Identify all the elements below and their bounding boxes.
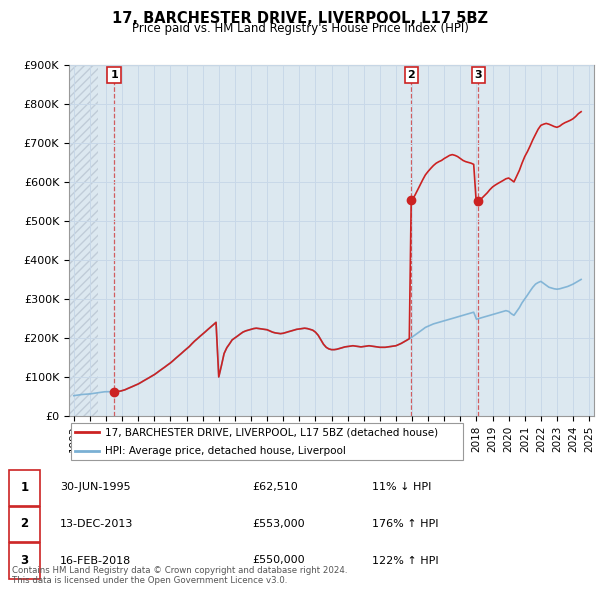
Text: 2: 2 xyxy=(407,70,415,80)
FancyBboxPatch shape xyxy=(71,423,463,460)
Text: Contains HM Land Registry data © Crown copyright and database right 2024.
This d: Contains HM Land Registry data © Crown c… xyxy=(12,566,347,585)
Text: £550,000: £550,000 xyxy=(252,556,305,565)
Text: 13-DEC-2013: 13-DEC-2013 xyxy=(60,519,133,529)
Bar xyxy=(69,65,98,416)
Text: 176% ↑ HPI: 176% ↑ HPI xyxy=(372,519,439,529)
Text: £62,510: £62,510 xyxy=(252,483,298,492)
Text: 122% ↑ HPI: 122% ↑ HPI xyxy=(372,556,439,565)
Text: 17, BARCHESTER DRIVE, LIVERPOOL, L17 5BZ (detached house): 17, BARCHESTER DRIVE, LIVERPOOL, L17 5BZ… xyxy=(104,427,438,437)
Text: 11% ↓ HPI: 11% ↓ HPI xyxy=(372,483,431,492)
Text: HPI: Average price, detached house, Liverpool: HPI: Average price, detached house, Live… xyxy=(104,447,346,456)
Text: 1: 1 xyxy=(20,481,29,494)
Text: 3: 3 xyxy=(475,70,482,80)
Text: 17, BARCHESTER DRIVE, LIVERPOOL, L17 5BZ: 17, BARCHESTER DRIVE, LIVERPOOL, L17 5BZ xyxy=(112,11,488,25)
Text: 16-FEB-2018: 16-FEB-2018 xyxy=(60,556,131,565)
Text: 3: 3 xyxy=(20,554,29,567)
Text: 30-JUN-1995: 30-JUN-1995 xyxy=(60,483,131,492)
Text: Price paid vs. HM Land Registry's House Price Index (HPI): Price paid vs. HM Land Registry's House … xyxy=(131,22,469,35)
Text: £553,000: £553,000 xyxy=(252,519,305,529)
Text: 2: 2 xyxy=(20,517,29,530)
Text: 1: 1 xyxy=(110,70,118,80)
